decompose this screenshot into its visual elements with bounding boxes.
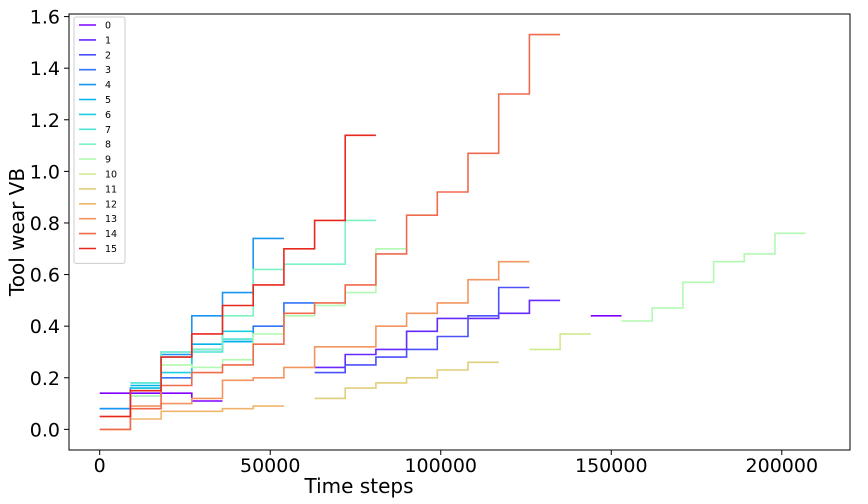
x-tick-label: 200000	[746, 455, 819, 477]
legend-label-13: 13	[105, 214, 117, 225]
legend-label-2: 2	[105, 50, 111, 61]
series-line-2	[314, 286, 530, 374]
legend-label-11: 11	[105, 184, 117, 195]
y-tick-label: 1.2	[30, 110, 60, 132]
legend-label-7: 7	[105, 125, 111, 136]
legend-label-1: 1	[105, 35, 111, 46]
series-line-9	[130, 248, 407, 397]
x-tick-label: 100000	[404, 455, 477, 477]
x-axis-ticks: 0 50000 100000 150000 200000	[94, 450, 818, 477]
series-line-1	[314, 299, 561, 369]
legend-label-0: 0	[105, 21, 111, 32]
x-tick-label: 150000	[575, 455, 648, 477]
y-tick-label: 0.2	[30, 368, 60, 390]
y-tick-label: 0.6	[30, 265, 60, 287]
series-line-11	[314, 361, 499, 400]
x-tick-label: 0	[94, 455, 106, 477]
y-axis-ticks: 0.0 0.2 0.4 0.6 0.8 1.0 1.2 1.4 1.6	[30, 7, 69, 441]
x-tick-label: 50000	[240, 455, 300, 477]
y-tick-label: 1.6	[30, 7, 60, 29]
legend-label-5: 5	[105, 95, 111, 106]
legend-label-9: 9	[105, 155, 111, 166]
legend-label-12: 12	[105, 199, 117, 210]
series-line-8	[130, 219, 376, 392]
plot-frame	[68, 13, 851, 451]
y-tick-label: 1.4	[30, 58, 60, 80]
legend-label-6: 6	[105, 110, 111, 121]
series-line-extra-17	[621, 232, 806, 322]
legend-label-8: 8	[105, 140, 111, 151]
series-layer	[99, 33, 806, 431]
y-axis-title: Tool wear VB	[5, 168, 29, 297]
series-line-13	[99, 260, 530, 418]
legend-label-10: 10	[105, 170, 117, 181]
legend-label-14: 14	[105, 229, 117, 240]
x-axis-title: Time steps	[304, 474, 414, 498]
legend-label-4: 4	[105, 80, 111, 91]
legend-label-15: 15	[105, 244, 117, 255]
y-tick-label: 0.8	[30, 213, 60, 235]
series-line-10	[529, 333, 591, 351]
y-tick-label: 0.4	[30, 316, 60, 338]
legend-label-3: 3	[105, 65, 111, 76]
series-line-15	[99, 134, 376, 418]
legend-box	[73, 16, 126, 264]
y-tick-label: 0.0	[30, 419, 60, 441]
series-line-14	[99, 33, 561, 431]
y-tick-label: 1.0	[30, 161, 60, 183]
series-line-12	[99, 405, 284, 431]
series-line-0	[99, 392, 223, 402]
